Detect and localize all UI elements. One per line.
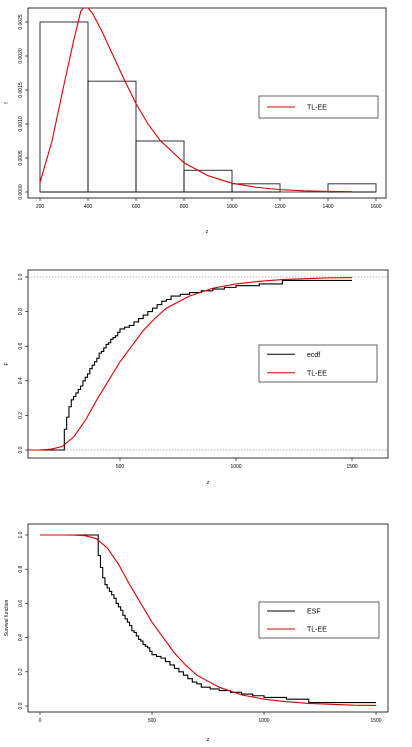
y-tick-label: 0.8: [18, 566, 24, 573]
chart-panel-3: 0 500 1000 1500 0.0 0.2 0.4 0.6 0.8 1.0 z Survival …: [4, 523, 389, 743]
x-tick-label: 1000: [230, 464, 241, 470]
y-tick-label: 0.0000: [18, 184, 24, 200]
plot-area: [40, 534, 377, 707]
legend-label: ecdf: [307, 352, 320, 359]
x-tick-label: 1600: [370, 204, 381, 210]
series-line-esf: [40, 534, 376, 704]
legend: ecdf TL-EE: [258, 344, 378, 383]
y-tick-label: 0.2: [18, 412, 24, 419]
histogram-bar: [87, 80, 137, 193]
histogram-bar: [39, 21, 89, 193]
y-axis-label: F: [4, 362, 10, 365]
x-tick-label: 1000: [226, 204, 237, 210]
x-tick-label: 500: [116, 464, 125, 470]
x-axis-label: z: [206, 229, 209, 235]
legend-label: ESF: [307, 609, 321, 616]
series-line-tl-ee: [40, 534, 377, 707]
y-tick-label: 1.0: [18, 273, 24, 280]
y-tick-label: 0.0025: [18, 14, 24, 30]
legend-label: TL-EE: [307, 105, 327, 112]
y-tick-label: 1.0: [18, 531, 24, 538]
y-tick-label: 0.0005: [18, 150, 24, 166]
histogram-bar: [231, 183, 281, 193]
histogram-bar: [327, 183, 377, 193]
y-tick-label: 0.0020: [18, 48, 24, 64]
y-tick-label: 0.0015: [18, 82, 24, 98]
y-tick-label: 0.2: [18, 668, 24, 675]
histogram-bar: [135, 140, 185, 193]
legend-box: [258, 95, 379, 119]
x-tick-label: 600: [132, 204, 141, 210]
legend-box: [258, 601, 380, 639]
y-axis-label: f: [4, 102, 10, 104]
x-tick-label: 500: [148, 718, 157, 724]
y-tick-label: 0.4: [18, 377, 24, 384]
y-tick-label: 0.4: [18, 634, 24, 641]
series-line-tl-ee: [28, 276, 353, 451]
plot-area: [39, 8, 377, 193]
y-axis-label: Survival function: [4, 599, 10, 636]
x-tick-label: 1000: [258, 718, 269, 724]
legend-label: TL-EE: [307, 370, 327, 377]
legend: TL-EE: [258, 95, 379, 119]
plot-area: [28, 276, 388, 451]
x-tick-label: 1500: [346, 464, 357, 470]
x-tick-label: 1400: [322, 204, 333, 210]
x-tick-label: 200: [36, 204, 45, 210]
plot-frame: [27, 523, 389, 713]
x-axis-label: z: [207, 480, 210, 486]
legend: ESF TL-EE: [258, 601, 380, 639]
x-tick-label: 800: [180, 204, 189, 210]
series-line-ecdf: [28, 279, 352, 451]
x-axis-label: z: [207, 737, 210, 743]
series-line-tl-ee: [39, 8, 353, 193]
x-tick-label: 1200: [274, 204, 285, 210]
legend-label: TL-EE: [307, 627, 327, 634]
plot-frame: [27, 7, 387, 199]
x-tick-label: 0: [39, 718, 42, 724]
chart-panel-1: 200 400 600 800 1000 1200 1400 1600 0.0000 0.0005…: [4, 7, 387, 235]
y-tick-label: 0.6: [18, 343, 24, 350]
plot-frame: [27, 269, 389, 459]
y-tick-label: 0.6: [18, 600, 24, 607]
y-tick-label: 0.0010: [18, 116, 24, 132]
y-tick-label: 0.0: [18, 446, 24, 453]
y-tick-label: 0.8: [18, 308, 24, 315]
x-tick-label: 400: [84, 204, 93, 210]
x-tick-label: 1500: [370, 718, 381, 724]
legend-box: [258, 344, 378, 383]
y-tick-label: 0.0: [18, 702, 24, 709]
